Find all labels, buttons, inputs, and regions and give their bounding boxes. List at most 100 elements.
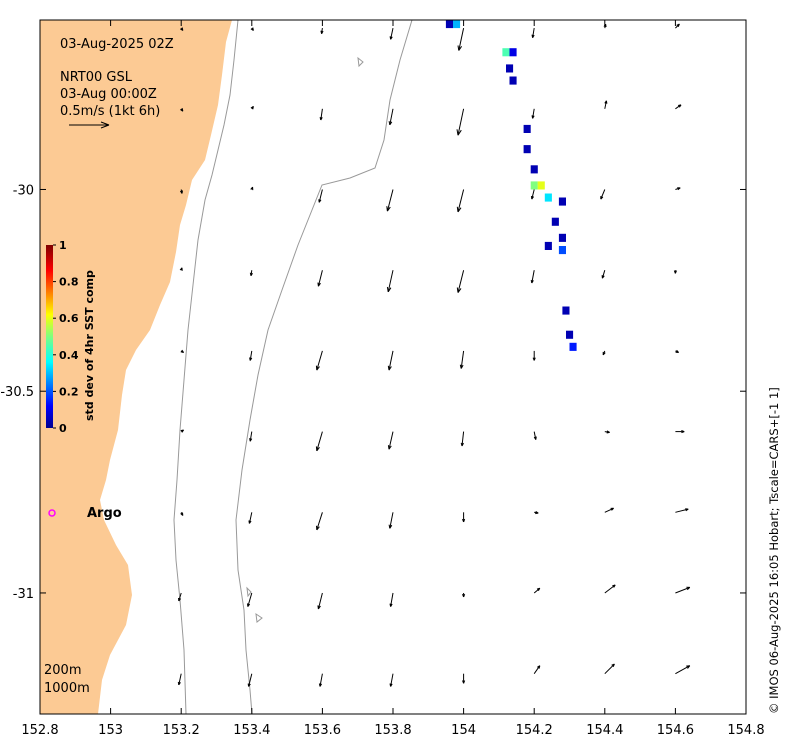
current-vector xyxy=(317,592,323,610)
colorbar-tick-label: 1 xyxy=(59,239,67,252)
current-vector xyxy=(387,431,394,450)
current-vector xyxy=(179,189,183,194)
current-vector xyxy=(315,350,323,371)
current-vector xyxy=(180,27,184,31)
current-vector xyxy=(675,665,691,675)
x-tick-label: 153.2 xyxy=(163,723,200,738)
current-vector xyxy=(600,189,606,200)
isobath-detail xyxy=(246,56,364,623)
current-vector xyxy=(530,270,535,284)
current-vector xyxy=(601,270,606,279)
current-vector xyxy=(318,673,323,687)
current-vector xyxy=(604,663,615,675)
current-vector xyxy=(386,189,394,212)
x-tick-label: 152.8 xyxy=(21,723,58,738)
sst-cell xyxy=(509,48,517,57)
current-vector xyxy=(675,187,681,191)
current-vector xyxy=(533,665,541,674)
current-vector xyxy=(317,270,323,287)
sst-cell xyxy=(544,241,552,250)
argo-marker xyxy=(48,509,56,517)
sst-cell xyxy=(502,48,510,57)
current-vector xyxy=(675,508,689,513)
colorbar-ticks: 1 0.8 0.6 0.4 0.2 0 xyxy=(53,239,79,435)
current-vector xyxy=(388,512,394,529)
argo-label: Argo xyxy=(87,506,122,521)
x-tick-label: 153.6 xyxy=(304,723,341,738)
current-vector xyxy=(319,108,323,121)
current-vector xyxy=(534,510,539,515)
x-tick-label: 153.8 xyxy=(374,723,411,738)
x-tick-label: 154.6 xyxy=(657,723,694,738)
credit-text: © IMOS 06-Aug-2025 16:05 Hobart; Tscale=… xyxy=(767,387,781,714)
x-tick-label: 153.4 xyxy=(233,723,270,738)
current-vector xyxy=(320,28,324,34)
land-mass xyxy=(40,20,232,714)
sst-cell xyxy=(445,20,453,29)
y-axis-ticks: -30 -30.5 -31 xyxy=(0,183,746,602)
sst-cell xyxy=(569,342,577,351)
current-vector xyxy=(604,430,610,434)
current-vector xyxy=(250,105,254,110)
current-vector xyxy=(531,28,535,38)
current-vector xyxy=(675,349,679,353)
current-vector xyxy=(604,100,608,109)
current-vector xyxy=(602,350,606,356)
current-vector xyxy=(460,431,465,447)
vector-scale-arrow xyxy=(69,121,110,129)
isobath-200m xyxy=(173,20,239,714)
current-vector xyxy=(675,586,691,594)
current-vector xyxy=(250,27,254,31)
colorbar-tick-label: 0.6 xyxy=(59,312,79,325)
current-vector xyxy=(316,512,323,531)
current-vector xyxy=(673,270,677,274)
current-vector xyxy=(459,350,465,369)
current-vector xyxy=(177,673,182,686)
current-vector xyxy=(388,108,394,126)
colorbar xyxy=(46,245,53,428)
current-vector xyxy=(533,587,541,594)
current-vector xyxy=(532,350,536,361)
current-vector xyxy=(386,270,394,293)
x-axis-ticks: 152.8 153 153.2 153.4 153.6 153.8 154 154.2 154.… xyxy=(21,20,765,738)
current-vector xyxy=(387,350,394,371)
y-tick-label: -30 xyxy=(13,183,34,198)
current-vector xyxy=(248,512,253,524)
sst-cell xyxy=(537,181,545,190)
current-time-label: 03-Aug 00:00Z xyxy=(60,87,157,102)
sst-cell xyxy=(558,246,566,255)
current-vector xyxy=(456,108,465,136)
sst-cell xyxy=(558,233,566,242)
current-vector xyxy=(462,673,466,684)
colorbar-tick-label: 0.2 xyxy=(59,385,79,398)
current-vector xyxy=(531,108,535,119)
current-vector xyxy=(675,429,685,434)
current-vector xyxy=(249,431,253,442)
current-vector xyxy=(389,673,394,687)
colorbar-tick-label: 0.8 xyxy=(59,276,79,289)
current-vector xyxy=(179,267,183,271)
sst-cell xyxy=(523,124,531,133)
map-datetime: 03-Aug-2025 02Z xyxy=(60,37,174,52)
current-vector xyxy=(456,270,465,293)
x-tick-label: 154.4 xyxy=(586,723,623,738)
current-vector xyxy=(530,189,535,200)
sst-cell xyxy=(453,20,461,29)
current-vector xyxy=(315,431,323,452)
current-vector xyxy=(462,512,466,523)
current-vector xyxy=(318,189,323,203)
sst-cell xyxy=(558,197,566,206)
colorbar-tick-label: 0 xyxy=(59,422,67,435)
current-vector xyxy=(250,186,254,191)
current-vector xyxy=(675,104,682,110)
x-tick-label: 154.2 xyxy=(516,723,553,738)
sst-cell xyxy=(523,145,531,154)
current-vector xyxy=(533,431,537,440)
current-vector xyxy=(456,189,465,213)
vector-scale-label: 0.5m/s (1kt 6h) xyxy=(60,104,160,119)
sst-cell xyxy=(566,330,574,339)
y-tick-label: -31 xyxy=(13,587,34,602)
current-vector xyxy=(180,512,184,516)
current-vector xyxy=(389,27,394,40)
